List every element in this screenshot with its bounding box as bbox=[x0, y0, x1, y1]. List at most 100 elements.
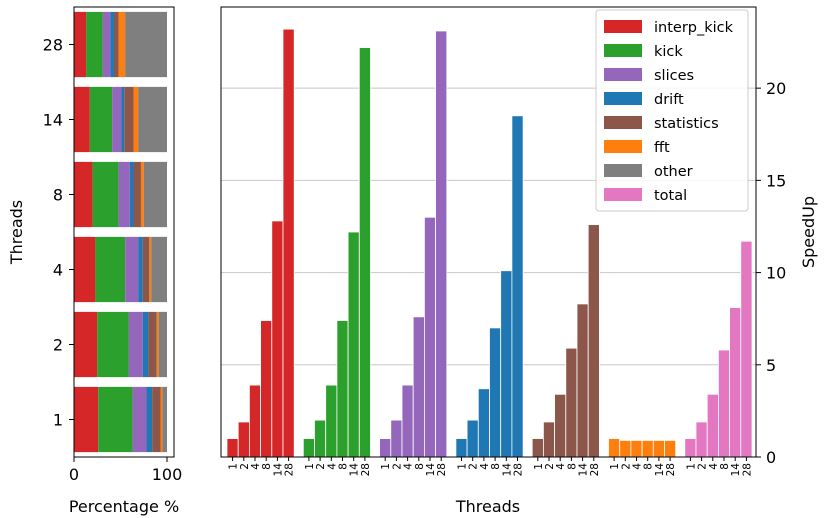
right-x-tick-label: 28 bbox=[513, 463, 525, 476]
left-y-tick-label: 2 bbox=[53, 336, 63, 355]
bar-statistics bbox=[531, 438, 544, 458]
legend-frame bbox=[595, 9, 749, 212]
stack-segment-other bbox=[162, 386, 167, 453]
right-x-tick-label: 4 bbox=[632, 463, 644, 470]
left-y-tick-label: 1 bbox=[53, 411, 63, 430]
right-x-tick-label: 8 bbox=[490, 463, 502, 470]
bar-kick bbox=[302, 438, 315, 458]
legend-swatch-kick bbox=[604, 44, 642, 57]
right-x-tick-label: 1 bbox=[457, 463, 469, 470]
bar-slices bbox=[390, 419, 403, 458]
left-y-tick-label: 28 bbox=[43, 36, 63, 55]
left-x-tick-label: 0 bbox=[69, 465, 79, 484]
right-x-tick-label: 8 bbox=[719, 463, 731, 470]
stack-segment-drift bbox=[110, 11, 114, 78]
right-x-tick-label: 4 bbox=[479, 463, 491, 470]
stack-segment-slices bbox=[125, 236, 139, 303]
legend-label-interp_kick: interp_kick bbox=[654, 20, 734, 36]
bar-interp_kick bbox=[248, 384, 261, 458]
stack-segment-other bbox=[125, 11, 167, 78]
stack-segment-slices bbox=[132, 386, 147, 453]
legend-label-statistics: statistics bbox=[654, 116, 719, 132]
right-x-tick-label: 28 bbox=[436, 463, 448, 476]
right-x-tick-label: 2 bbox=[544, 463, 556, 470]
right-x-tick-label: 2 bbox=[391, 463, 403, 470]
bar-slices bbox=[423, 216, 436, 458]
bar-kick bbox=[347, 231, 360, 458]
bar-total bbox=[718, 349, 731, 458]
right-x-tick-label: 1 bbox=[304, 463, 316, 470]
stack-segment-drift bbox=[142, 311, 149, 378]
right-x-tick-label: 8 bbox=[566, 463, 578, 470]
right-x-tick-label: 4 bbox=[708, 463, 720, 470]
bar-fft bbox=[664, 440, 677, 458]
stack-segment-interp_kick bbox=[74, 386, 99, 453]
stack-segment-kick bbox=[98, 386, 133, 453]
bar-kick bbox=[358, 47, 371, 458]
stack-segment-drift bbox=[146, 386, 153, 453]
bar-slices bbox=[379, 438, 392, 458]
right-x-tick-label: 8 bbox=[338, 463, 350, 470]
stack-segment-other bbox=[158, 311, 167, 378]
stack-segment-interp_kick bbox=[74, 236, 96, 303]
left-y-tick-label: 8 bbox=[53, 186, 63, 205]
percentage-panel: 1 2 4 8 14 28 0 100 Threads Percentage % bbox=[7, 6, 182, 516]
right-x-tick-label: 2 bbox=[315, 463, 327, 470]
right-x-tick-label: 28 bbox=[665, 463, 677, 476]
legend-swatch-other bbox=[604, 164, 642, 177]
stack-segment-slices bbox=[128, 311, 143, 378]
bar-interp_kick bbox=[237, 421, 250, 458]
stack-segment-kick bbox=[89, 86, 113, 153]
bar-drift bbox=[477, 388, 490, 458]
stack-segment-fft bbox=[133, 86, 139, 153]
stack-segment-interp_kick bbox=[74, 86, 90, 153]
right-x-tick-label: 1 bbox=[228, 463, 240, 470]
bar-total bbox=[740, 240, 753, 458]
stack-segment-interp_kick bbox=[74, 311, 98, 378]
speedup-bars bbox=[226, 28, 753, 458]
bar-interp_kick bbox=[226, 438, 239, 458]
bar-statistics bbox=[576, 303, 589, 458]
right-x-tick-label: 14 bbox=[349, 463, 361, 477]
bar-drift bbox=[511, 115, 524, 458]
stack-segment-fft bbox=[149, 236, 152, 303]
right-x-tick-label: 1 bbox=[380, 463, 392, 470]
right-y-tick-label: 20 bbox=[766, 79, 786, 98]
legend-swatch-interp_kick bbox=[604, 20, 642, 33]
stack-segment-drift bbox=[121, 86, 125, 153]
stack-segment-statistics bbox=[142, 236, 150, 303]
left-y-tick-label: 4 bbox=[53, 261, 63, 280]
right-x-tick-label: 4 bbox=[403, 463, 415, 470]
left-ylabel: Threads bbox=[7, 200, 26, 265]
legend-label-kick: kick bbox=[654, 44, 683, 60]
right-ylabel: SpeedUp bbox=[799, 196, 818, 268]
bar-interp_kick bbox=[271, 220, 284, 458]
bar-total bbox=[684, 438, 697, 458]
stack-segment-slices bbox=[118, 161, 130, 228]
bar-statistics bbox=[554, 393, 567, 458]
legend-label-drift: drift bbox=[654, 92, 684, 108]
legend-label-slices: slices bbox=[654, 68, 694, 84]
right-x-tick-label: 14 bbox=[578, 463, 590, 477]
stack-segment-statistics bbox=[113, 11, 119, 78]
right-x-tick-label: 14 bbox=[425, 463, 437, 477]
bar-statistics bbox=[543, 421, 556, 458]
right-x-tick-label: 2 bbox=[697, 463, 709, 470]
right-x-tick-label: 28 bbox=[741, 463, 753, 476]
bar-interp_kick bbox=[282, 28, 295, 458]
right-x-tick-label: 4 bbox=[326, 463, 338, 470]
right-x-tick-label: 28 bbox=[284, 463, 296, 476]
bar-kick bbox=[325, 384, 338, 458]
legend-swatch-fft bbox=[604, 140, 642, 153]
stack-segment-other bbox=[143, 161, 167, 228]
stack-segment-slices bbox=[112, 86, 122, 153]
bar-drift bbox=[455, 438, 468, 458]
right-x-ticks: 1 2 4 8 14 28 1 2 4 8 14 28 1 2 4 8 14 28 1 2 4 8 14 28 1 2 4 8 14 28… bbox=[228, 457, 753, 477]
stack-segment-kick bbox=[86, 11, 103, 78]
legend-label-total: total bbox=[654, 188, 687, 204]
right-x-tick-label: 2 bbox=[468, 463, 480, 470]
left-y-ticks: 1 2 4 8 14 28 bbox=[43, 36, 74, 430]
bar-slices bbox=[401, 384, 414, 458]
